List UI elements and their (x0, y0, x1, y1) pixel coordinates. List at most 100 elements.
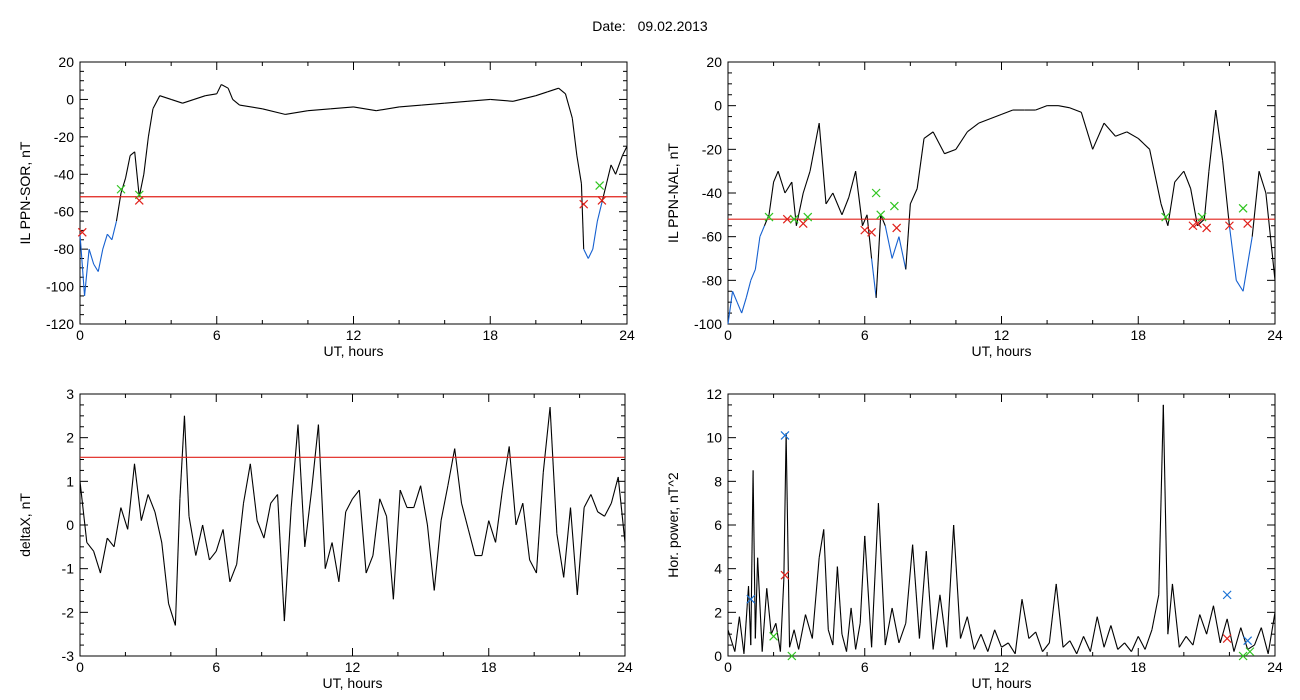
data-line-segment (1117, 642, 1125, 650)
data-line-segment (939, 594, 948, 648)
data-line-segment (467, 529, 476, 556)
data-line-segment (242, 463, 251, 504)
marker-stroke (1245, 647, 1255, 657)
marker-stroke (769, 631, 779, 641)
data-line-segment (1160, 203, 1169, 226)
data-line-segment (564, 93, 573, 119)
data-line-segment (1253, 627, 1262, 646)
data-line-segment (1103, 122, 1116, 137)
marker-green (871, 188, 881, 198)
marker-green (803, 212, 813, 222)
data-line-segment (508, 446, 517, 526)
data-line-segment (811, 557, 820, 639)
y-tick-label: 0 (66, 91, 74, 107)
data-line-segment (953, 524, 962, 639)
plot-frame (727, 393, 1276, 657)
data-line-segment (752, 470, 756, 639)
marker-green (787, 651, 797, 661)
data-line-segment (932, 131, 946, 154)
data-line-segment (133, 463, 142, 521)
data-line-segment (1208, 109, 1217, 172)
data-line-segment (944, 148, 957, 155)
data-line-segment (932, 594, 941, 650)
x-axis-label: UT, hours (323, 675, 383, 691)
data-line-segment (1174, 170, 1185, 183)
plot-frame (79, 61, 628, 325)
data-line-segment (802, 171, 811, 194)
data-line-segment (1048, 583, 1057, 643)
marker-stroke (782, 214, 792, 224)
y-tick-label: 2 (714, 604, 722, 620)
data-line-segment (1162, 404, 1169, 635)
data-line-segment (386, 516, 394, 600)
data-line-segment (1183, 170, 1192, 189)
y-tick-label: 1 (66, 473, 74, 489)
data-line-segment (795, 192, 804, 226)
data-line-segment (352, 489, 360, 500)
y-tick-label: 3 (66, 386, 74, 402)
data-line-segment (1212, 605, 1221, 643)
data-line-segment (736, 301, 743, 314)
data-line-segment (1124, 642, 1132, 652)
data-line-segment (170, 98, 183, 104)
y-tick-label: 0 (66, 517, 74, 533)
chart-nal: 0 6 12 18 24 -100 -80 -60 -40 -20 0 20 UT, hours IL P… (665, 54, 1283, 359)
y-tick-label: -80 (54, 241, 74, 257)
data-line-segment (467, 98, 491, 102)
x-tick-label: 12 (345, 659, 361, 675)
marker-blue (780, 431, 790, 440)
marker-red (1222, 634, 1232, 643)
data-line-segment (825, 192, 834, 205)
data-line-segment (229, 564, 238, 582)
marker-green (1238, 203, 1248, 213)
data-line-segment (859, 535, 866, 624)
y-tick-label: -100 (46, 279, 74, 295)
data-line-segment (841, 634, 848, 652)
data-line-segment (1110, 625, 1119, 650)
data-line-segment (604, 502, 612, 517)
data-line-segment (818, 123, 827, 204)
data-line-segment (1228, 225, 1237, 281)
y-tick-label: 20 (706, 54, 722, 70)
data-line-segment (898, 236, 907, 270)
marker-stroke (1243, 219, 1253, 228)
data-line-segment (775, 623, 781, 652)
data-line-segment (174, 498, 181, 626)
data-line-segment (918, 551, 927, 639)
data-line-segment (193, 95, 206, 100)
data-line-segment (978, 118, 991, 124)
x-tick-label: 12 (346, 327, 362, 343)
data-line-segment (980, 633, 989, 652)
marker-stroke (579, 199, 589, 209)
data-line-segment (154, 511, 163, 543)
data-line-segment (182, 98, 195, 104)
data-line-segment (1247, 644, 1255, 650)
data-line-segment (727, 291, 734, 325)
y-tick-label: 0 (714, 648, 722, 664)
x-tick-label: 0 (724, 327, 732, 343)
marker-stroke (595, 181, 605, 190)
data-line-segment (277, 494, 285, 622)
marker-stroke (1238, 203, 1248, 213)
data-line-segment (1219, 618, 1228, 644)
data-line-segment (590, 494, 599, 513)
marker-stroke (787, 651, 797, 661)
data-line-segment (365, 555, 374, 574)
data-line-segment (773, 170, 779, 183)
data-line-segment (147, 494, 156, 513)
data-line-segment (750, 470, 754, 646)
marker-red (780, 570, 790, 580)
data-line-segment (1206, 605, 1214, 635)
marker-stroke (867, 227, 877, 237)
data-line-segment (832, 566, 838, 646)
data-line-segment (460, 503, 469, 530)
data-line-segment (99, 537, 108, 574)
data-line-segment (129, 151, 136, 156)
marker-stroke (780, 431, 790, 440)
data-line-segment (161, 542, 170, 604)
data-line-segment (766, 588, 772, 635)
y-axis-label: Hor. power, nT^2 (665, 472, 681, 578)
data-line-segment (1171, 583, 1180, 648)
data-line-segment (966, 122, 980, 133)
